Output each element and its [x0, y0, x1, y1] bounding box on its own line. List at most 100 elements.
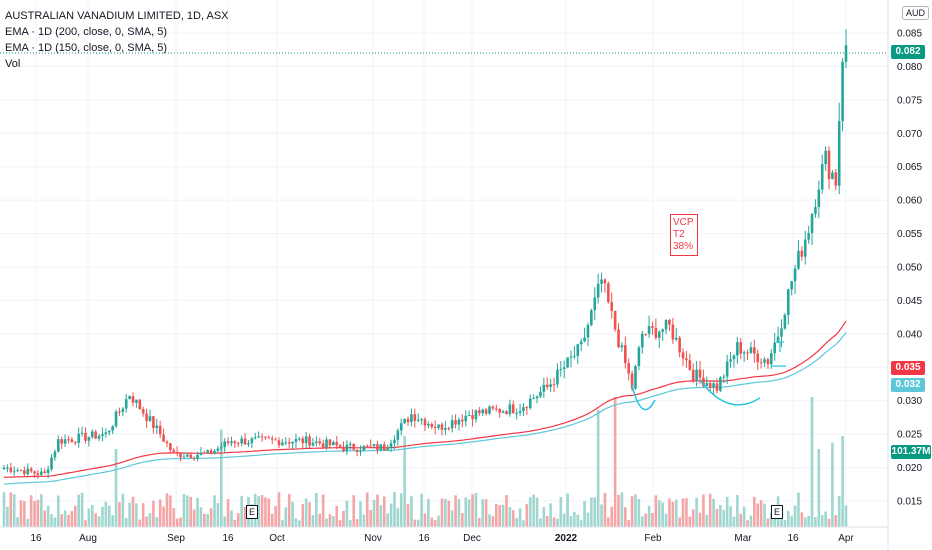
x-tick-label: 2022	[555, 533, 578, 544]
volume-bar	[393, 492, 396, 527]
symbol-title[interactable]: AUSTRALIAN VANADIUM LIMITED, 1D, ASX	[5, 10, 229, 22]
volume-bar	[226, 498, 230, 527]
candle-body	[593, 297, 597, 311]
volume-bar	[654, 495, 658, 527]
candle-body	[719, 377, 722, 391]
volume-bar	[583, 501, 586, 527]
earnings-marker[interactable]: E	[771, 505, 783, 519]
candle-body	[148, 416, 152, 421]
candle-body	[535, 396, 539, 399]
candle-body	[209, 450, 213, 454]
earnings-marker[interactable]: E	[246, 505, 258, 519]
volume-bar	[814, 517, 817, 527]
candle-body	[634, 366, 637, 389]
volume-bar	[437, 515, 440, 527]
volume-bar	[800, 512, 804, 527]
volume-bar	[29, 495, 33, 527]
candle-body	[9, 467, 13, 472]
volume-bar	[447, 500, 451, 527]
candle-body	[671, 324, 675, 340]
candle-body	[362, 445, 366, 451]
volume-bar	[124, 517, 128, 527]
candle-body	[831, 172, 834, 179]
volume-bar	[705, 514, 709, 527]
candle-body	[219, 447, 223, 449]
volume-bar	[287, 493, 291, 527]
ema150-legend[interactable]: EMA · 1D (150, close, 0, SMA, 5)	[5, 42, 168, 54]
candle-body	[810, 213, 814, 234]
y-tick-label: 0.075	[897, 95, 922, 106]
candle-body	[525, 407, 529, 409]
volume-bar	[274, 505, 277, 527]
candle-body	[223, 441, 226, 448]
volume-bar	[725, 496, 729, 527]
candle-body	[304, 436, 308, 444]
volume-bar	[2, 492, 6, 527]
volume-bar	[535, 497, 539, 527]
volume-tag: 101.37M	[891, 445, 931, 459]
candle-body	[542, 384, 546, 392]
volume-bar	[36, 499, 40, 527]
volume-bar	[230, 510, 233, 527]
candle-body	[270, 438, 274, 440]
candle-body	[325, 439, 328, 448]
volume-bar	[118, 502, 121, 527]
volume-bar	[223, 516, 226, 527]
candle-body	[338, 445, 342, 448]
volume-bar	[233, 519, 237, 527]
volume-bar	[474, 493, 478, 527]
volume-bar	[515, 518, 518, 527]
candle-body	[478, 410, 481, 414]
volume-bar	[63, 510, 67, 527]
volume-bar	[138, 519, 142, 527]
ema200-legend[interactable]: EMA · 1D (200, close, 0, SMA, 5)	[5, 26, 168, 38]
y-tick-label: 0.070	[897, 129, 922, 140]
volume-bar	[501, 504, 505, 527]
candles	[2, 29, 848, 479]
candle-body	[630, 373, 634, 389]
last-price-tag: 0.082	[891, 45, 925, 59]
volume-bar	[60, 514, 64, 527]
candle-body	[389, 443, 393, 448]
vcp-annotation[interactable]: VCP T2 38%	[670, 214, 698, 256]
volume-bar	[763, 503, 766, 527]
volume-bar	[389, 503, 393, 527]
candle-body	[355, 449, 359, 452]
volume-bar	[569, 516, 573, 527]
currency-button[interactable]: AUD	[902, 6, 930, 20]
y-tick-label: 0.045	[897, 296, 922, 307]
volume-bar	[427, 498, 430, 527]
volume-bar	[33, 501, 36, 527]
volume-bar	[461, 513, 464, 527]
candle-body	[423, 419, 427, 426]
candle-body	[518, 411, 522, 413]
candle-body	[501, 411, 505, 413]
candle-body	[457, 419, 461, 425]
volume-bar	[94, 513, 97, 527]
volume-bar	[345, 500, 349, 527]
volume-bar	[610, 506, 614, 527]
volume-bar	[9, 492, 13, 527]
candle-body	[138, 399, 142, 410]
candle-body	[678, 337, 681, 353]
candle-body	[776, 336, 780, 343]
x-tick-label: Nov	[364, 533, 382, 544]
volume-bar	[301, 503, 305, 527]
candle-body	[474, 410, 478, 420]
candle-body	[620, 345, 624, 348]
volume-bar	[342, 510, 345, 527]
volume-bar	[213, 495, 216, 527]
candle-body	[192, 457, 196, 459]
volume-legend[interactable]: Vol	[5, 58, 21, 70]
candle-body	[203, 452, 206, 454]
volume-bar	[508, 507, 512, 527]
volume-bar	[511, 510, 515, 527]
volume-bar	[40, 494, 43, 527]
candle-body	[681, 352, 685, 359]
candle-body	[372, 444, 376, 447]
volume-bar	[600, 504, 603, 527]
volume-bar	[715, 508, 719, 527]
candle-body	[817, 189, 821, 208]
